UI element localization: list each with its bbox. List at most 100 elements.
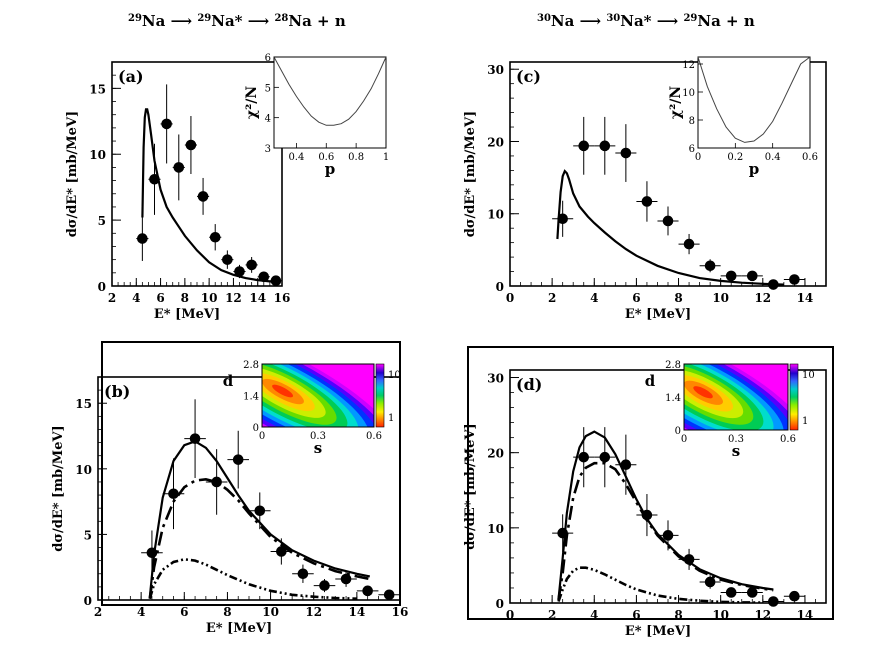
x-tick-label: 4	[137, 605, 145, 619]
x-tick-label: 4	[132, 291, 140, 305]
header-right-reaction: 30Na ⟶ 30Na* ⟶ 29Na + n	[537, 12, 755, 30]
inset-x-label: s	[314, 439, 322, 457]
x-tick-label: 12	[754, 291, 771, 305]
y-tick-label: 10	[487, 208, 504, 222]
data-point	[746, 587, 758, 598]
x-tick-label: 6	[632, 291, 640, 305]
data-point	[362, 585, 373, 597]
data-point	[620, 459, 632, 471]
inset-y-label: d	[223, 372, 234, 390]
x-axis-label: E* [MeV]	[625, 624, 691, 639]
mass-number: 30	[537, 13, 551, 24]
inset-x-label: s	[732, 442, 740, 460]
x-tick-label: 14	[797, 291, 814, 305]
colorbar-tick-label: 1	[388, 413, 394, 424]
inset-y-label: χ²/N	[668, 86, 684, 119]
inset-x-tick-label: 0	[695, 152, 701, 163]
inset-x-tick-label: 0.4	[765, 152, 781, 163]
inset-x-tick-label: 0.6	[318, 152, 334, 163]
x-tick-label: 4	[590, 291, 598, 305]
reaction-arrow: ⟶	[165, 12, 197, 30]
inset-x-tick-label: 0.6	[366, 431, 382, 442]
inset-x-tick-label: 0.4	[288, 152, 304, 163]
x-tick-label: 14	[349, 605, 366, 619]
inset-y-tick-label: 1.4	[665, 393, 681, 404]
panel-label: (d)	[516, 375, 542, 394]
x-tick-label: 8	[674, 291, 682, 305]
colorbar	[375, 363, 385, 428]
x-tick-label: 10	[262, 605, 279, 619]
x-tick-label: 10	[712, 291, 729, 305]
series-calc	[141, 108, 278, 284]
data-point	[599, 451, 611, 463]
inset-y-tick-label: 0	[253, 423, 259, 434]
inset-y-label: d	[645, 372, 656, 390]
x-tick-label: 4	[590, 608, 598, 622]
inset-y-tick-label: 3	[265, 144, 271, 155]
nucleus-symbol: Na	[551, 12, 575, 30]
x-tick-label: 12	[305, 605, 322, 619]
x-tick-label: 8	[674, 608, 682, 622]
data-point	[209, 231, 221, 243]
data-point	[173, 162, 185, 173]
nucleus-symbol: Na*	[211, 12, 242, 30]
y-tick-label: 10	[89, 148, 106, 162]
data-point	[641, 196, 653, 207]
x-tick-label: 2	[548, 291, 556, 305]
inset-x-tick-label: 0.3	[728, 434, 744, 445]
panel-label: (c)	[516, 67, 541, 86]
x-tick-label: 14	[249, 291, 266, 305]
data-point	[725, 270, 737, 282]
y-tick-label: 20	[487, 135, 504, 149]
nucleus-symbol: Na*	[620, 12, 651, 30]
inset-y-tick-label: 1.4	[243, 392, 259, 403]
inset-frame	[683, 363, 789, 431]
data-point	[340, 573, 352, 585]
y-tick-label: 15	[75, 397, 92, 411]
y-tick-label: 15	[89, 82, 106, 96]
colorbar-tick-label: 10	[802, 370, 815, 381]
reaction-arrow: ⟶	[243, 12, 275, 30]
inset-x-tick-label: 0	[681, 434, 687, 445]
inset-y-tick-label: 5	[265, 83, 271, 94]
data-point	[189, 433, 201, 444]
data-point	[746, 270, 758, 282]
panel-frame	[467, 346, 834, 620]
data-point	[557, 213, 568, 225]
data-point	[168, 488, 179, 500]
inset-x-tick-label: 0.6	[780, 434, 796, 445]
y-axis-label: dσ/dE* [mb/MeV]	[65, 111, 80, 237]
x-tick-label: 2	[94, 605, 102, 619]
series-total	[148, 440, 371, 598]
x-tick-label: 16	[274, 291, 291, 305]
heatmap-contour	[693, 386, 713, 399]
data-point	[149, 173, 160, 185]
data-point	[297, 568, 309, 580]
data-point	[725, 587, 737, 598]
data-point	[599, 140, 611, 152]
series-component2	[148, 557, 357, 600]
data-point	[234, 266, 245, 277]
heatmap-contour	[272, 384, 294, 398]
inset-y-label: χ²/N	[244, 86, 260, 119]
data-point	[768, 596, 779, 607]
inset-frame	[697, 56, 811, 149]
x-tick-label: 16	[392, 605, 409, 619]
x-tick-label: 8	[223, 605, 231, 619]
data-point	[662, 215, 674, 227]
inset-x-tick-label: 1	[383, 152, 389, 163]
x-tick-label: 8	[181, 291, 189, 305]
colorbar-tick-label: 10	[388, 370, 401, 381]
inset-heatmap-cells	[262, 364, 374, 427]
inset-a: 0.4 0.6 0.8 1 3 4 5 6 p χ²/N	[244, 53, 389, 178]
inset-y-tick-label: 6	[689, 144, 695, 155]
series-calc	[556, 169, 784, 286]
inset-x-tick-label: 0.6	[802, 152, 818, 163]
y-tick-label: 0	[496, 597, 504, 611]
data-point	[222, 254, 233, 265]
inset-x-tick-label: 0.2	[727, 152, 743, 163]
data-point	[232, 454, 244, 465]
panel-label: (b)	[104, 382, 130, 401]
reaction-arrow: ⟶	[652, 12, 684, 30]
